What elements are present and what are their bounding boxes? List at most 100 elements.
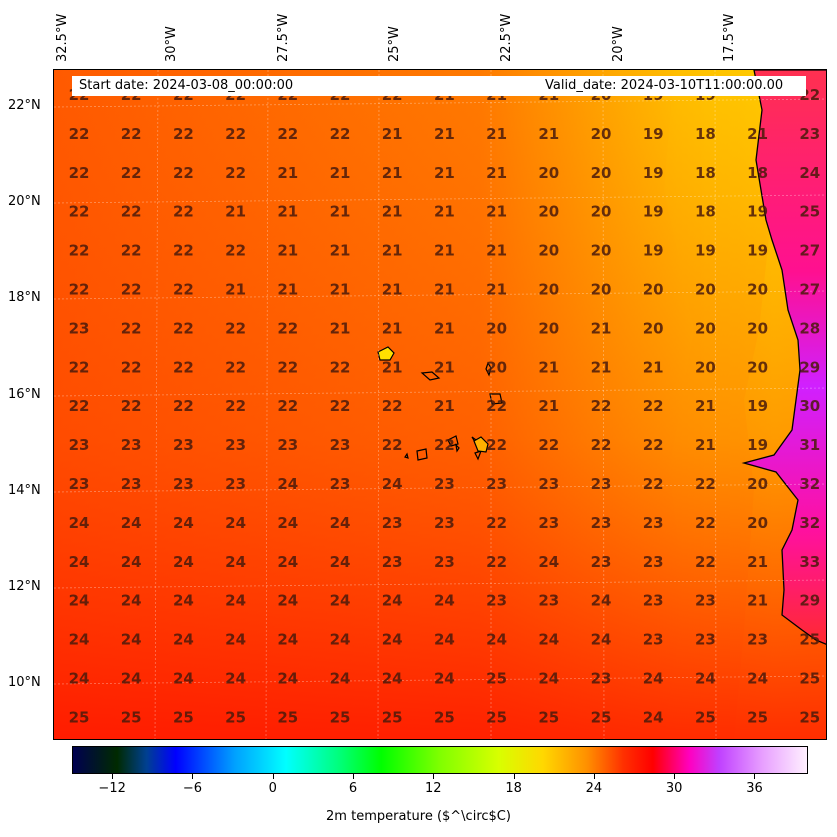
grid-value: 24 (538, 670, 559, 688)
grid-value: 21 (643, 358, 664, 376)
grid-value: 22 (225, 358, 246, 376)
grid-value: 24 (121, 670, 142, 688)
grid-value: 18 (695, 125, 716, 143)
grid-value: 22 (225, 397, 246, 415)
grid-value: 22 (173, 242, 194, 260)
grid-value: 19 (695, 242, 716, 260)
grid-value: 19 (747, 242, 768, 260)
grid-value: 22 (486, 397, 507, 415)
grid-value: 22 (486, 514, 507, 532)
grid-value: 21 (747, 592, 768, 610)
grid-value: 23 (225, 436, 246, 454)
grid-value: 24 (225, 553, 246, 571)
colorbar-tick (674, 774, 676, 779)
grid-value: 23 (591, 514, 612, 532)
grid-value: 22 (225, 164, 246, 182)
grid-value: 21 (695, 436, 716, 454)
colorbar-tick (593, 774, 595, 779)
grid-value: 24 (69, 670, 90, 688)
grid-value: 22 (277, 125, 298, 143)
grid-value: 23 (799, 125, 820, 143)
grid-value: 24 (277, 514, 298, 532)
grid-value: 20 (538, 242, 559, 260)
grid-value: 21 (538, 358, 559, 376)
grid-value: 24 (173, 592, 194, 610)
grid-value: 25 (173, 708, 194, 726)
grid-value: 24 (225, 631, 246, 649)
grid-value: 22 (121, 281, 142, 299)
lat-label: 20°N (8, 194, 41, 209)
grid-value: 27 (799, 242, 820, 260)
grid-value: 21 (277, 203, 298, 221)
colorbar-tick-label: 24 (585, 781, 603, 796)
lat-label: 18°N (8, 290, 41, 305)
graticule (54, 70, 826, 739)
grid-value: 24 (225, 514, 246, 532)
grid-value: 21 (591, 319, 612, 337)
lon-label: 27.5°W (276, 13, 291, 62)
grid-value: 23 (382, 553, 403, 571)
grid-value: 24 (330, 592, 351, 610)
grid-value: 21 (434, 203, 455, 221)
colorbar-tick-label: 6 (348, 781, 358, 796)
grid-value: 24 (225, 592, 246, 610)
colorbar-tick-label: 36 (746, 781, 763, 796)
colorbar-tick (433, 774, 435, 779)
grid-value: 22 (330, 358, 351, 376)
grid-value: 23 (591, 670, 612, 688)
grid-value: 22 (121, 358, 142, 376)
grid-value: 24 (538, 553, 559, 571)
grid-value: 22 (69, 242, 90, 260)
grid-value: 23 (330, 475, 351, 493)
grid-value: 21 (434, 397, 455, 415)
grid-value: 22 (225, 125, 246, 143)
grid-value: 20 (747, 281, 768, 299)
valid-date-label: Valid_date: 2024-03-10T11:00:00.00 (545, 78, 784, 93)
grid-value: 25 (799, 670, 820, 688)
grid-value: 23 (643, 514, 664, 532)
grid-value: 22 (277, 358, 298, 376)
grid-value: 24 (434, 592, 455, 610)
grid-value: 23 (643, 553, 664, 571)
grid-value: 22 (69, 125, 90, 143)
grid-value: 21 (434, 242, 455, 260)
grid-value: 25 (121, 708, 142, 726)
grid-value: 25 (799, 203, 820, 221)
grid-value: 24 (277, 553, 298, 571)
grid-value: 29 (799, 358, 820, 376)
grid-value: 18 (747, 164, 768, 182)
grid-value: 25 (591, 708, 612, 726)
colorbar-title: 2m temperature ($^\circ$C) (326, 809, 511, 824)
grid-value: 25 (330, 708, 351, 726)
grid-value: 23 (69, 436, 90, 454)
grid-value: 22 (69, 164, 90, 182)
grid-value: 21 (434, 125, 455, 143)
grid-value: 25 (486, 670, 507, 688)
grid-value: 24 (382, 631, 403, 649)
grid-value: 21 (277, 242, 298, 260)
grid-value: 25 (486, 708, 507, 726)
colorbar-tick-label: 30 (665, 781, 683, 796)
grid-value: 22 (486, 436, 507, 454)
grid-value: 22 (69, 397, 90, 415)
grid-value: 24 (330, 670, 351, 688)
grid-value: 25 (382, 708, 403, 726)
grid-value: 22 (277, 397, 298, 415)
grid-value: 24 (173, 631, 194, 649)
grid-value: 20 (538, 164, 559, 182)
grid-value: 21 (330, 164, 351, 182)
grid-value: 23 (121, 475, 142, 493)
grid-value: 33 (799, 553, 820, 571)
grid-value: 25 (434, 708, 455, 726)
grid-value: 20 (643, 319, 664, 337)
grid-value: 23 (173, 475, 194, 493)
colorbar-tick-label: 0 (268, 781, 277, 796)
grid-value: 22 (591, 436, 612, 454)
cape-verde-islands (377, 346, 503, 461)
grid-value-labels: 22 22 22 22 22 22 22 21 21 21 20 19 19 22 22 22 22 22 22 22… (69, 86, 821, 726)
lon-label: 32.5°W (55, 13, 70, 62)
grid-value: 20 (591, 125, 612, 143)
grid-value: 23 (69, 319, 90, 337)
grid-value: 22 (695, 475, 716, 493)
grid-value: 22 (434, 436, 455, 454)
